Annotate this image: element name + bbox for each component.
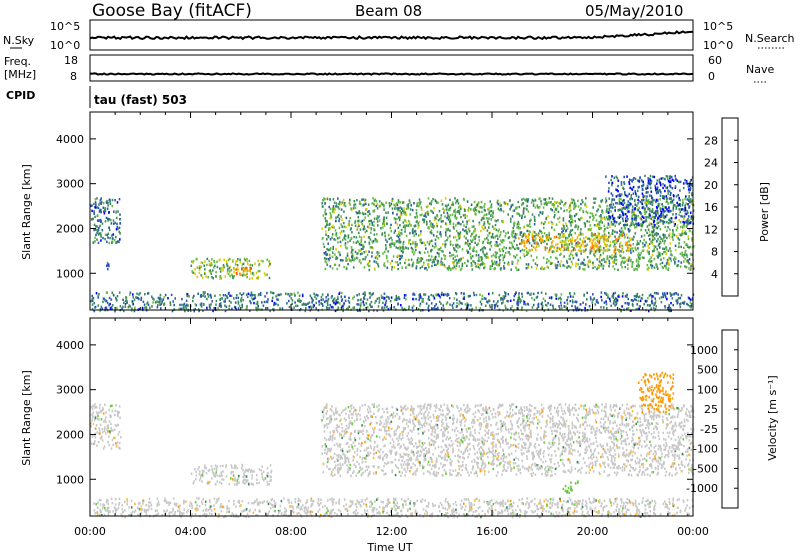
power-colorbar-tick-label: 20	[704, 179, 718, 192]
noise-right-tick-top: 10^5	[703, 20, 733, 33]
y-tick-label: 2000	[56, 428, 84, 441]
velocity-colorbar-tick-label: -500	[693, 462, 718, 475]
power-region-5	[518, 233, 632, 254]
velocity-colorbar-tick-label: 25	[704, 403, 718, 416]
velocity-colorbar-tick-label: -25	[700, 423, 718, 436]
time-tick-label: 00:00	[74, 525, 106, 538]
y-tick-label: 1000	[56, 267, 84, 280]
cpid-label: CPID	[6, 89, 35, 102]
velocity-colorbar-tick-label: 1000	[690, 344, 718, 357]
freq-right-tick-top: 60	[708, 54, 722, 67]
cpid-value: tau (fast) 503	[94, 93, 187, 107]
power-colorbar-tick-label: 24	[704, 157, 718, 170]
velocity-data-layer	[90, 371, 695, 519]
noise-left-tick-top: 10^5	[50, 20, 80, 33]
power-ylabel: Slant Range [km]	[20, 164, 33, 260]
power-region-4	[321, 197, 695, 272]
velocity-panel: 1000 2000 3000 4000 Slant Range [km]	[20, 317, 695, 519]
freq-panel-frame	[89, 54, 694, 82]
power-colorbar-tick-label: 8	[711, 246, 718, 259]
noise-right-label: N.Search	[745, 32, 795, 45]
freq-left-label-2: [MHz]	[4, 68, 36, 81]
time-tick-label: 20:00	[577, 525, 609, 538]
y-tick-label: 4000	[56, 133, 84, 146]
velocity-ylabel: Slant Range [km]	[20, 370, 33, 466]
velocity-colorbar-tick-label: -100	[693, 443, 718, 456]
velocity-colorbar: Velocity [m s⁻¹] 1000 500 100 25 -25 -100 -500…	[686, 329, 779, 509]
time-axis-label: Time UT	[366, 541, 412, 554]
velocity-colorbar-tick-label: 100	[697, 383, 718, 396]
power-colorbar-tick-label: 12	[704, 223, 718, 236]
y-tick-label: 1000	[56, 473, 84, 486]
vel-region-0	[90, 403, 122, 450]
noise-trace	[89, 30, 693, 41]
time-tick-label: 04:00	[175, 525, 207, 538]
vel-region-5	[93, 497, 694, 519]
date-title: 05/May/2010	[585, 2, 683, 20]
velocity-colorbar-frame	[721, 329, 739, 509]
noise-panel-frame	[89, 19, 694, 51]
velocity-axes: 1000 2000 3000 4000	[56, 318, 694, 516]
power-region-6	[605, 174, 695, 227]
power-colorbar-tick-label: 28	[704, 134, 718, 147]
freq-left-label-1: Freq.	[4, 55, 31, 68]
time-tick-label: 16:00	[476, 525, 508, 538]
power-region-0	[90, 197, 122, 245]
vel-region-4	[637, 371, 675, 414]
freq-left-tick-bottom: 8	[70, 70, 77, 83]
time-tick-label: 00:00	[677, 525, 709, 538]
power-region-3	[233, 266, 252, 277]
power-colorbar-tick-label: 16	[704, 201, 718, 214]
freq-right-tick-bottom: 0	[708, 70, 715, 83]
velocity-colorbar-label: Velocity [m s⁻¹]	[766, 375, 779, 460]
freq-right-label: Nave	[746, 63, 774, 76]
y-tick-label: 3000	[56, 178, 84, 191]
power-colorbar: Power [dB] 4 8 12 16 20 24 28	[704, 117, 771, 297]
vel-region-1	[190, 463, 273, 486]
power-colorbar-label: Power [dB]	[758, 182, 771, 242]
velocity-colorbar-tick-label: -1000	[686, 482, 718, 495]
noise-left-tick-bottom: 10^0	[50, 39, 80, 52]
noise-right-tick-bottom: 10^0	[703, 39, 733, 52]
velocity-panel-frame	[89, 317, 694, 517]
time-axis: 00:00 04:00 08:00 12:00 16:00 20:00 00:00	[74, 525, 709, 538]
vel-region-3	[562, 480, 579, 495]
velocity-colorbar-tick-label: 500	[697, 364, 718, 377]
power-region-7	[90, 291, 695, 313]
power-data-layer	[90, 174, 695, 313]
power-region-2	[190, 257, 271, 280]
freq-left-tick-top: 18	[64, 54, 78, 67]
station-title: Goose Bay (fitACF)	[92, 1, 252, 21]
power-colorbar-tick-label: 4	[711, 268, 718, 281]
time-tick-label: 12:00	[376, 525, 408, 538]
time-tick-label: 08:00	[275, 525, 307, 538]
y-tick-label: 3000	[56, 384, 84, 397]
y-tick-label: 4000	[56, 339, 84, 352]
power-region-1	[106, 262, 110, 271]
vel-region-2	[321, 403, 695, 478]
freq-trace	[89, 72, 694, 76]
beam-title: Beam 08	[355, 2, 422, 20]
power-axes: 1000 2000 3000 4000	[56, 112, 694, 310]
y-tick-label: 2000	[56, 222, 84, 235]
power-panel: 1000 2000 3000 4000 Slant Range [km]	[20, 111, 695, 313]
noise-left-label: N.Sky	[3, 34, 35, 47]
